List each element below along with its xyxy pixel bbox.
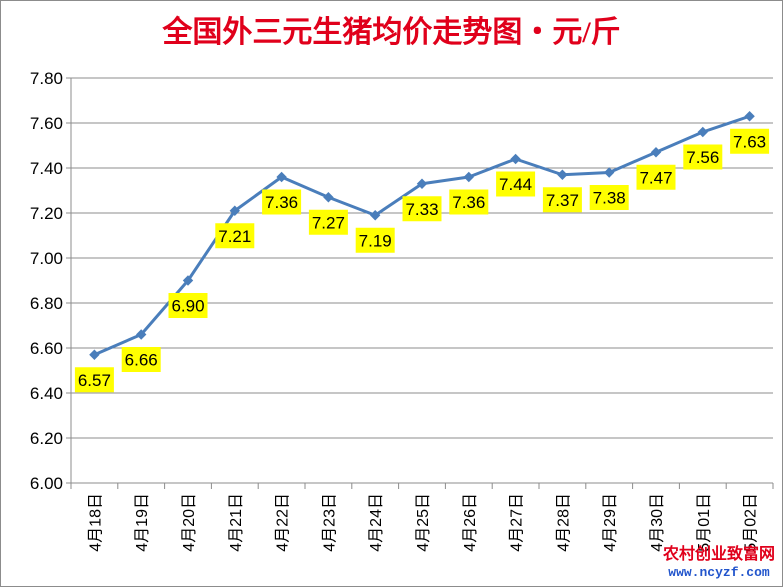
data-label: 6.57 [78,371,111,390]
data-label: 7.56 [686,148,719,167]
x-tick-label: 4月30日 [649,493,666,552]
x-tick-label: 5月01日 [696,493,713,552]
data-point [603,167,615,178]
data-label-background [308,209,348,235]
data-point [89,349,100,360]
x-tick-label: 4月21日 [228,493,245,552]
watermark-text: 农村创业致富网 [662,544,775,563]
data-label-background [730,128,770,154]
data-point [650,147,662,158]
data-label-background [355,227,395,253]
data-label: 7.21 [218,227,251,246]
y-tick-label: 7.80 [30,69,63,88]
y-tick-label: 6.60 [30,339,63,358]
x-tick-label: 4月28日 [555,493,572,552]
x-tick-label: 4月22日 [275,493,292,552]
data-label: 7.44 [499,175,532,194]
data-label-background [262,189,302,215]
data-label-background [121,347,161,372]
y-tick-label: 6.80 [30,294,63,313]
data-label-background [402,196,442,222]
data-label-background [496,171,536,197]
data-label-background [168,293,208,318]
data-label: 6.66 [125,351,158,370]
x-tick-label: 5月02日 [743,493,760,552]
data-label-background [636,164,676,190]
y-tick-label: 7.40 [30,159,63,178]
y-tick-label: 7.00 [30,249,63,268]
data-label: 7.33 [405,200,438,219]
watermark-url: www.ncyzf.com [660,564,778,582]
data-label-background [589,185,629,210]
data-label: 7.47 [639,168,672,187]
data-point [276,171,287,183]
x-tick-label: 4月29日 [602,493,619,552]
x-tick-label: 4月26日 [462,493,479,552]
y-tick-label: 6.00 [30,474,63,493]
data-label: 7.36 [452,193,485,212]
x-tick-label: 4月19日 [134,493,151,552]
data-label-background [542,187,582,213]
data-label: 7.63 [733,132,766,151]
data-point [463,171,475,183]
data-label-background [215,223,255,249]
x-tick-label: 4月24日 [368,493,385,552]
x-tick-label: 4月25日 [415,493,432,552]
y-tick-label: 7.60 [30,114,63,133]
chart-title: 全国外三元生猪均价走势图・元/斤 [162,16,621,49]
data-label: 6.90 [171,297,204,316]
y-tick-label: 6.40 [30,384,63,403]
data-label-background [449,189,489,215]
data-point [229,205,241,216]
data-label: 7.38 [593,189,626,208]
data-point [135,329,147,340]
y-tick-label: 7.20 [30,204,63,223]
data-point [416,178,428,189]
data-label: 7.37 [546,191,579,210]
data-point [323,192,334,203]
data-label: 7.19 [359,231,392,250]
data-label: 7.36 [265,193,298,212]
x-tick-label: 4月20日 [181,493,198,552]
data-label-background [74,367,114,393]
x-tick-label: 4月27日 [509,493,526,552]
data-point [510,153,521,165]
data-label-background [683,144,723,170]
data-point [697,126,709,138]
data-point [744,111,755,122]
data-point [557,169,568,180]
x-tick-label: 4月18日 [87,493,104,552]
data-point [182,275,194,286]
x-tick-label: 4月23日 [321,493,338,552]
y-tick-label: 6.20 [30,429,63,448]
data-point [369,210,381,221]
data-label: 7.27 [312,213,345,232]
watermark: 农村创业致富网 www.ncyzf.com [660,544,778,584]
